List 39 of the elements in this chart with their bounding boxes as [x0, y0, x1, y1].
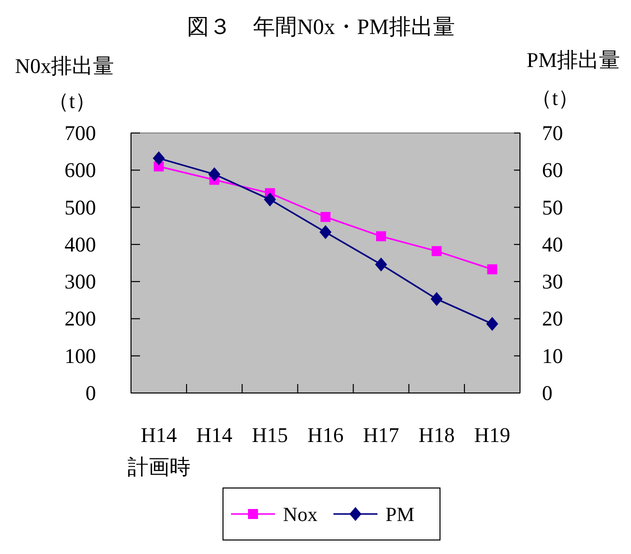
y2-tick-label: 40 — [542, 232, 563, 256]
legend-label: Nox — [283, 504, 318, 526]
y-tick-label: 700 — [64, 121, 96, 145]
y2-tick-label: 60 — [542, 158, 563, 182]
x-tick-label: H14 計画時 — [127, 423, 190, 479]
y2-tick-label: 10 — [542, 344, 563, 368]
legend-label: PM — [385, 504, 415, 526]
point — [487, 264, 498, 274]
y2-tick-label: 30 — [542, 270, 563, 294]
chart-title: 図３ 年間N0x・PM排出量 — [187, 14, 455, 39]
x-tick-label: H18 — [418, 423, 455, 447]
y-tick-label: 200 — [64, 306, 96, 331]
y-tick-label: 600 — [64, 158, 96, 182]
x-tick-label: H17 — [362, 423, 400, 447]
point — [264, 192, 276, 206]
point — [376, 231, 386, 242]
point — [430, 292, 443, 306]
x-tick-label: H15 — [252, 423, 288, 447]
point — [375, 257, 388, 272]
point — [152, 151, 165, 166]
x-tick-label: H16 — [307, 423, 344, 447]
y2-tick-label: 50 — [542, 195, 563, 220]
y-tick-label: 400 — [64, 232, 96, 256]
y2-tick-label: 70 — [542, 121, 563, 145]
x-tick-label: H14 — [196, 423, 233, 447]
y2-axis-title: PM排出量（t） — [526, 48, 620, 110]
y-tick-label: 500 — [64, 195, 96, 220]
point — [486, 316, 498, 331]
y2-tick-label: 20 — [542, 306, 563, 331]
x-tick-label: H19 — [474, 423, 510, 447]
point — [432, 246, 442, 256]
y-tick-label: 100 — [64, 344, 96, 368]
y-tick-label: 0 — [86, 381, 96, 405]
y2-tick-label: 0 — [542, 381, 552, 405]
point — [320, 225, 332, 240]
point — [320, 212, 330, 222]
point — [208, 167, 220, 182]
y-axis-title: N0x排出量（t） — [15, 54, 114, 113]
y-tick-label: 300 — [64, 270, 96, 294]
